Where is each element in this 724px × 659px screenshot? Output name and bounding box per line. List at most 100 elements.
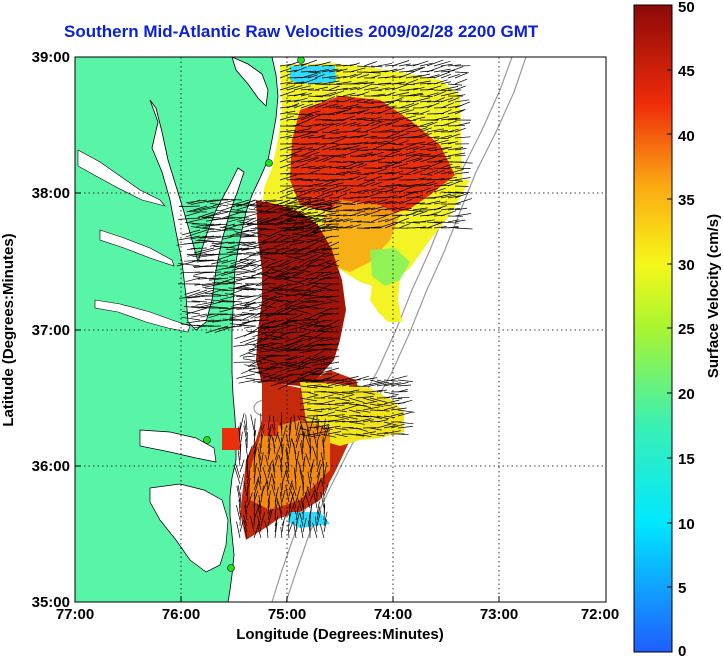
velocity-vector [262, 282, 277, 285]
velocity-vector [280, 422, 283, 437]
velocity-vector [279, 129, 296, 133]
velocity-vector [412, 177, 426, 181]
velocity-vector [279, 115, 294, 121]
velocity-vector [284, 462, 290, 479]
velocity-vector [286, 355, 305, 361]
velocity-vector [391, 92, 410, 97]
velocity-vector [242, 358, 263, 363]
velocity-vector [384, 172, 396, 175]
velocity-vector [412, 207, 428, 211]
velocity-vector [286, 200, 304, 205]
velocity-vector [328, 147, 341, 151]
velocity-vector [447, 180, 463, 187]
velocity-vector [276, 253, 298, 255]
velocity-vector [199, 205, 222, 212]
velocity-vector [398, 71, 414, 79]
velocity-vector [376, 409, 390, 412]
velocity-vector [267, 501, 270, 515]
velocity-vector [288, 426, 292, 443]
velocity-vector [200, 301, 222, 308]
velocity-vector [419, 62, 433, 67]
velocity-vector [298, 355, 319, 367]
velocity-vector [362, 382, 380, 387]
velocity-vector [267, 495, 270, 509]
velocity-vector [291, 252, 305, 255]
velocity-vector [419, 110, 430, 115]
velocity-vector [369, 389, 383, 393]
velocity-vector [286, 205, 305, 208]
velocity-vector [255, 251, 277, 255]
velocity-vector [355, 403, 371, 408]
velocity-vector [292, 229, 312, 235]
velocity-vector [279, 67, 292, 73]
velocity-vector [259, 211, 277, 213]
velocity-vector [335, 147, 352, 151]
velocity-vector [405, 178, 417, 181]
velocity-vector [320, 452, 325, 467]
velocity-vector [334, 391, 353, 395]
velocity-vector [419, 147, 438, 151]
velocity-vector [293, 119, 310, 127]
velocity-vector [398, 155, 416, 163]
velocity-vector [355, 385, 371, 388]
velocity-vector [269, 343, 291, 351]
velocity-vector [348, 389, 360, 393]
colorbar-tick-label: 20 [678, 386, 695, 403]
velocity-vector [224, 293, 243, 297]
velocity-vector [320, 337, 340, 342]
velocity-vector [235, 463, 241, 479]
velocity-vector [426, 221, 442, 224]
velocity-vector [243, 520, 248, 533]
velocity-vector [296, 331, 312, 339]
velocity-vector [260, 433, 262, 449]
velocity-vector [185, 307, 208, 315]
velocity-vector [454, 94, 466, 97]
velocity-vector [433, 157, 451, 163]
velocity-vector [247, 330, 263, 333]
velocity-vector [239, 221, 257, 225]
velocity-vector [270, 354, 291, 357]
velocity-vector [323, 425, 328, 437]
velocity-vector [391, 143, 404, 146]
velocity-vector [181, 229, 201, 236]
velocity-vector [363, 61, 377, 67]
velocity-vector [355, 433, 372, 438]
velocity-vector [398, 213, 416, 217]
velocity-vector [440, 221, 459, 224]
velocity-vector [279, 207, 294, 211]
velocity-vector [256, 367, 277, 373]
velocity-vector [454, 136, 471, 139]
x-tick-label: 74:00 [374, 606, 412, 623]
velocity-vector [279, 162, 296, 169]
velocity-vector [293, 414, 297, 431]
velocity-vector [293, 162, 309, 169]
velocity-vector [276, 432, 283, 449]
velocity-vector [222, 235, 236, 240]
x-tick-label: 77:00 [56, 606, 94, 623]
velocity-vector [262, 319, 284, 325]
velocity-vector [225, 216, 250, 219]
velocity-vector [334, 415, 350, 420]
velocity-vector [342, 197, 354, 199]
velocity-vector [384, 87, 396, 91]
velocity-vector [454, 154, 466, 157]
velocity-vector [440, 207, 454, 211]
velocity-vector [313, 408, 325, 411]
velocity-vector [282, 209, 298, 213]
velocity-vector [433, 107, 447, 109]
velocity-vector [391, 96, 404, 103]
velocity-vector [274, 509, 277, 521]
velocity-vector [299, 367, 319, 377]
velocity-vector [205, 223, 229, 227]
velocity-vector [302, 458, 305, 473]
velocity-vector [239, 473, 245, 491]
velocity-vector [271, 268, 284, 273]
velocity-vector [426, 92, 439, 97]
velocity-vector [454, 167, 471, 169]
colorbar-tick-label: 25 [678, 321, 695, 338]
velocity-vector [335, 107, 352, 110]
velocity-vector [342, 225, 353, 229]
velocity-vector [236, 505, 241, 521]
velocity-vector [377, 122, 392, 127]
velocity-vector [447, 147, 464, 151]
